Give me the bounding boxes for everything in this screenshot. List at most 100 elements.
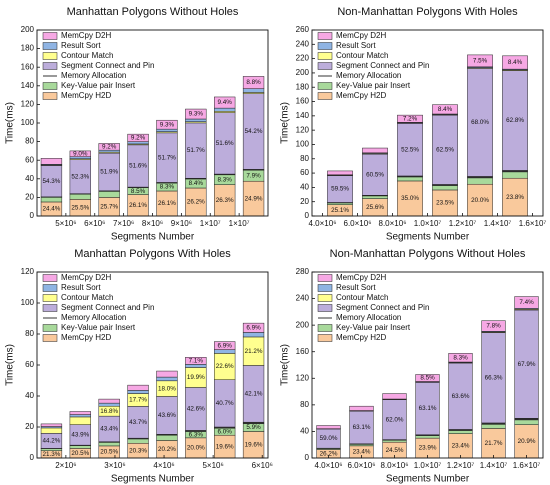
legend-label: MemCpy D2H	[336, 273, 386, 282]
segment-label: 20.0%	[471, 197, 489, 204]
legend-swatch	[42, 52, 58, 60]
legend-label: MemCpy H2D	[61, 333, 111, 342]
legend-label: Result Sort	[336, 283, 376, 292]
segment-label: 51.6%	[129, 163, 147, 170]
y-tick-label: 0	[30, 211, 35, 220]
bar-segment	[242, 322, 265, 333]
bar-segment	[127, 384, 149, 391]
x-tick-label: 4.0×10⁶	[309, 219, 337, 228]
y-tick-label: 60	[25, 360, 34, 369]
segment-label: 60.5%	[366, 171, 384, 178]
y-tick-label: 160	[296, 97, 310, 106]
y-tick-label: 100	[296, 140, 310, 149]
chart-panel: Non-Manhattan Polygons Without Holes Time…	[280, 248, 544, 485]
bar-segment	[432, 185, 458, 191]
legend-label: MemCpy D2H	[61, 31, 111, 40]
x-tick-label: 8.0×10⁶	[379, 219, 407, 228]
segment-label: 21.3%	[43, 451, 61, 458]
y-tick-label: 160	[296, 347, 310, 356]
y-axis-label: Time(ms)	[280, 102, 291, 144]
segment-label: 9.0%	[73, 151, 88, 158]
x-tick-label: 1.0×10⁷	[414, 461, 442, 470]
segment-label: 20.9%	[518, 438, 536, 445]
y-tick-label: 140	[296, 111, 310, 120]
y-tick-label: 180	[296, 82, 310, 91]
bar-segment	[362, 195, 388, 199]
x-tick-label: 1.4×10⁷	[480, 461, 508, 470]
segment-label: 44.2%	[43, 438, 61, 445]
y-tick-label: 120	[21, 100, 35, 109]
segment-label: 63.1%	[353, 424, 371, 431]
x-tick-label: 5×10⁶	[202, 461, 223, 470]
x-tick-label: 1.2×10⁷	[447, 461, 475, 470]
y-tick-label: 280	[296, 267, 310, 276]
segment-label: 20.2%	[158, 446, 176, 453]
segment-label: 66.3%	[485, 374, 503, 381]
segment-label: 26.2%	[187, 199, 205, 206]
y-tick-label: 220	[296, 54, 310, 63]
segment-label: 20.0%	[187, 445, 205, 452]
segment-label: 8.5%	[131, 188, 146, 195]
legend-swatch	[317, 32, 333, 40]
segment-label: 20.5%	[71, 450, 89, 457]
bar-segment	[40, 448, 63, 451]
y-axis-label: Time(ms)	[5, 102, 16, 144]
bar-segment	[481, 424, 506, 429]
x-tick-label: 1.2×10⁷	[449, 219, 477, 228]
segment-label: 7.1%	[189, 357, 204, 364]
bar-segment	[415, 435, 440, 439]
segment-label: 7.8%	[486, 323, 501, 330]
legend-swatch	[42, 42, 58, 50]
bar-segment	[214, 107, 236, 112]
bar-segment	[502, 177, 528, 217]
bar-segment	[448, 430, 473, 434]
bar-segment	[432, 104, 458, 115]
legend-swatch	[42, 334, 58, 342]
segment-label: 23.5%	[436, 200, 454, 207]
legend-swatch	[317, 62, 333, 70]
y-tick-label: 160	[21, 62, 35, 71]
x-tick-label: 3×10⁶	[104, 461, 125, 470]
y-tick-label: 60	[25, 155, 34, 164]
segment-label: 8.4%	[438, 106, 453, 113]
segment-label: 6.0%	[218, 428, 233, 435]
segment-label: 63.1%	[419, 405, 437, 412]
segment-label: 6.9%	[246, 324, 261, 331]
y-tick-label: 80	[25, 137, 34, 146]
y-tick-label: 20	[25, 422, 34, 431]
x-tick-label: 8.0×10⁶	[381, 461, 409, 470]
segment-label: 20.3%	[129, 447, 147, 454]
legend-label: Memory Allocation	[61, 71, 126, 80]
legend-swatch	[317, 274, 333, 282]
x-tick-label: 6×10⁶	[252, 461, 273, 470]
bar-segment	[69, 411, 91, 415]
legend-swatch	[42, 32, 58, 40]
legend-swatch	[317, 324, 333, 332]
bar-segment	[382, 393, 407, 400]
segment-label: 24.5%	[386, 447, 404, 454]
x-axis-label: Segments Number	[111, 474, 195, 485]
segment-label: 22.6%	[216, 363, 234, 370]
bar-segment	[415, 374, 440, 382]
legend-label: Key-Value pair Insert	[336, 81, 411, 90]
legend-label: MemCpy D2H	[336, 31, 386, 40]
bar-segment	[214, 96, 236, 109]
y-tick-label: 0	[30, 453, 35, 462]
segment-label: 8.4%	[189, 180, 204, 187]
segment-label: 9.2%	[102, 143, 117, 150]
segment-label: 19.6%	[245, 441, 263, 448]
bar-segment	[98, 143, 120, 151]
segment-label: 8.5%	[420, 375, 435, 382]
x-tick-label: 9×10⁶	[171, 219, 192, 228]
legend-label: Segment Connect and Pin	[61, 61, 154, 70]
bar-segment	[69, 150, 91, 158]
bar-segment	[185, 118, 207, 122]
bar-segment	[502, 171, 528, 179]
segment-label: 54.3%	[43, 178, 61, 185]
segment-label: 25.6%	[366, 204, 384, 211]
segment-label: 51.9%	[100, 169, 118, 176]
legend-label: Key-Value pair Insert	[61, 81, 136, 90]
legend-swatch	[317, 92, 333, 100]
